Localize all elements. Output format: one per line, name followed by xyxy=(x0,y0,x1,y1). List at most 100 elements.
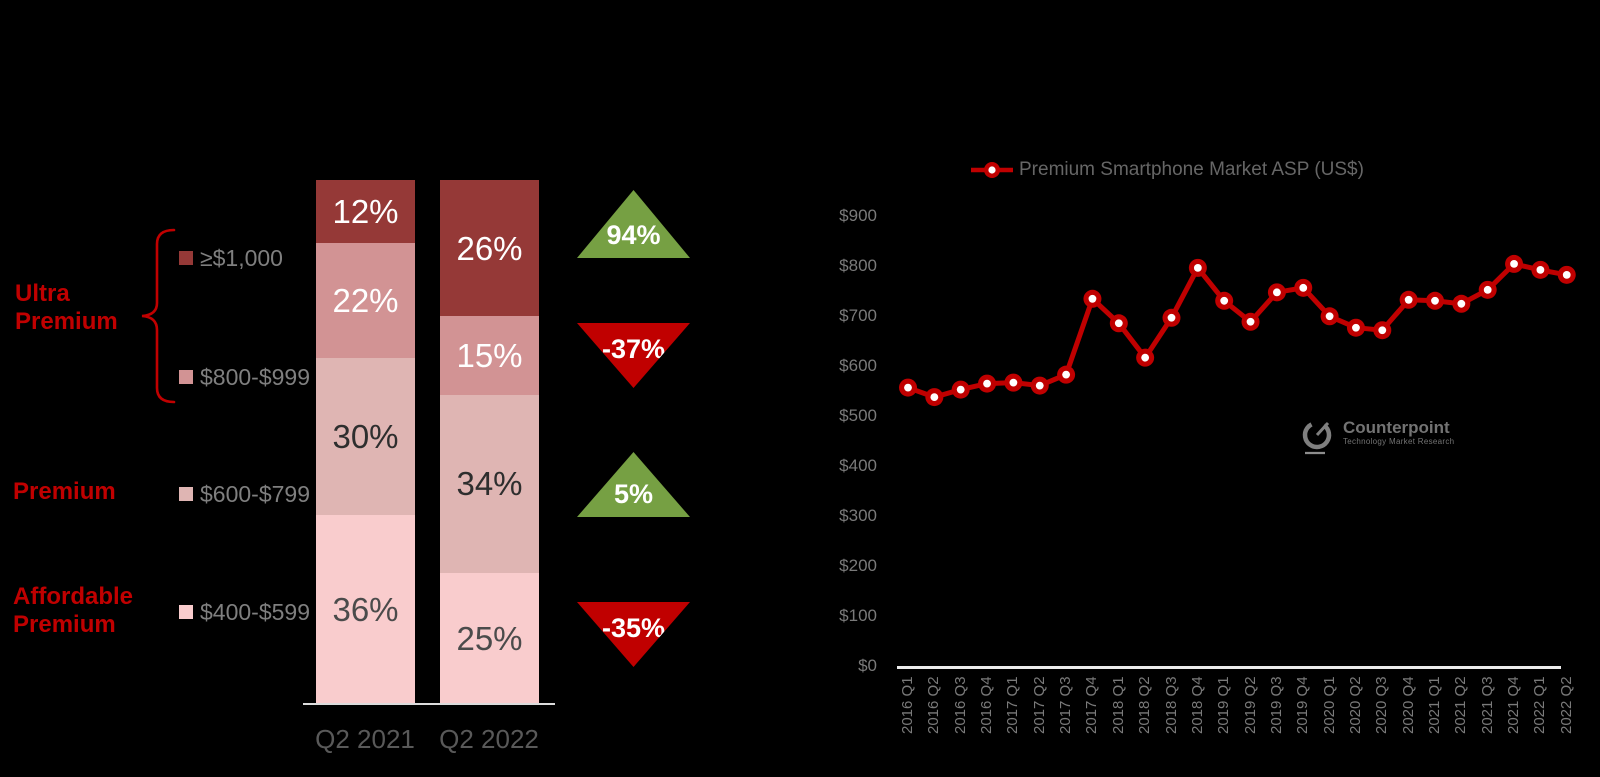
data-point-marker-center xyxy=(1193,263,1202,272)
data-point-marker-center xyxy=(1457,299,1466,308)
x-axis-tick-label: 2019 Q2 xyxy=(1241,676,1259,734)
right-x-axis-line xyxy=(897,666,1561,669)
bar-segment-value: 25% xyxy=(456,619,523,657)
data-point-marker-center xyxy=(1009,378,1018,387)
legend-item-1: ≥$1,000 xyxy=(179,245,283,271)
data-point-marker-center xyxy=(1220,296,1229,305)
data-point-marker-center xyxy=(956,385,965,394)
y-axis-tick-label: $700 xyxy=(839,306,877,326)
bar-segment: 15% xyxy=(440,316,539,395)
bar-segment: 30% xyxy=(316,358,415,516)
data-point-marker-center xyxy=(1035,381,1044,390)
bar-segment-value: 12% xyxy=(332,192,399,230)
x-axis-tick-label: 2017 Q3 xyxy=(1057,676,1075,734)
data-point-marker-center xyxy=(1562,270,1571,279)
x-axis-tick-label: 2021 Q2 xyxy=(1452,676,1470,734)
growth-triangle-up: 94% xyxy=(577,190,690,258)
bar-segment: 34% xyxy=(440,394,539,573)
stacked-bar-q2-2021: 12% 22% 30% 36% xyxy=(316,180,415,704)
data-point-marker-center xyxy=(1246,317,1255,326)
data-point-marker-center xyxy=(1141,353,1150,362)
x-axis-tick-label: 2021 Q3 xyxy=(1478,676,1496,734)
bar-segment: 22% xyxy=(316,242,415,359)
bar-segment: 25% xyxy=(440,572,539,704)
data-point-marker-center xyxy=(1404,295,1413,304)
x-axis-tick-label: 2020 Q2 xyxy=(1346,676,1364,734)
x-axis-tick-label: 2020 Q3 xyxy=(1373,676,1391,734)
y-axis-tick-label: $100 xyxy=(839,605,877,625)
bar-segment-value: 34% xyxy=(456,465,523,503)
data-point-marker-center xyxy=(1352,323,1360,332)
x-axis-tick-label: 2020 Q1 xyxy=(1320,676,1338,734)
data-point-marker-center xyxy=(983,379,991,388)
x-axis-tick-label: 2019 Q3 xyxy=(1267,676,1285,734)
legend-item-4: $400-$599 xyxy=(179,601,310,624)
legend-item-label: $600-$799 xyxy=(200,481,310,507)
growth-triangle-up: 5% xyxy=(577,452,690,517)
legend-swatch-icon xyxy=(179,605,193,619)
legend-item-3: $600-$799 xyxy=(179,481,310,507)
growth-triangle-value: -35% xyxy=(601,613,666,643)
x-axis-tick-label: 2016 Q1 xyxy=(899,676,916,734)
line-legend: Premium Smartphone Market ASP (US$) xyxy=(970,159,1364,181)
x-axis-tick-label: 2016 Q2 xyxy=(925,676,943,734)
group-label-premium: Premium xyxy=(13,478,116,505)
x-axis-tick-label: 2016 Q3 xyxy=(951,676,969,734)
x-axis-tick-label: 2017 Q1 xyxy=(1004,676,1022,734)
group-label-affordable-premium: Affordable Premium xyxy=(13,583,133,638)
ultra-premium-brace xyxy=(141,228,176,404)
y-axis-tick-label: $500 xyxy=(839,406,877,426)
data-point-marker-center xyxy=(1483,285,1492,294)
x-axis-tick-label: 2021 Q4 xyxy=(1505,676,1523,734)
counterpoint-watermark: Counterpoint Technology Market Research xyxy=(1300,418,1454,456)
legend-item-2: $800-$999 xyxy=(179,364,310,390)
legend-swatch-icon xyxy=(179,251,193,265)
legend-item-label: ≥$1,000 xyxy=(200,245,283,271)
left-axis-category-label: Q2 2021 xyxy=(315,724,415,754)
y-axis-tick-label: $0 xyxy=(858,655,877,675)
stacked-bar-q2-2022: 26% 15% 34% 25% xyxy=(440,180,539,704)
legend-item-label: $800-$999 xyxy=(200,364,310,390)
y-axis-tick-label: $600 xyxy=(839,356,877,376)
y-axis-tick-label: $800 xyxy=(839,256,877,276)
data-point-marker-center xyxy=(1299,283,1308,292)
data-point-marker-center xyxy=(1114,319,1123,328)
data-point-marker-center xyxy=(1536,265,1545,274)
data-point-marker-center xyxy=(1273,288,1281,297)
bar-segment: 36% xyxy=(316,515,415,704)
y-axis-tick-label: $200 xyxy=(839,555,877,575)
growth-triangle-value: 94% xyxy=(606,220,661,250)
data-point-marker-center xyxy=(1431,296,1439,305)
x-axis-tick-label: 2018 Q3 xyxy=(1162,676,1180,734)
left-x-axis-line xyxy=(303,703,555,705)
x-axis-tick-label: 2019 Q1 xyxy=(1215,676,1233,734)
asp-line-plot xyxy=(899,254,1576,407)
bar-segment: 26% xyxy=(440,180,539,317)
x-axis-tick-label: 2017 Q4 xyxy=(1083,676,1101,734)
growth-triangle-down: -37% xyxy=(577,323,690,388)
growth-triangle-value: 5% xyxy=(613,479,654,509)
x-axis-tick-label: 2018 Q1 xyxy=(1109,676,1127,734)
x-axis-tick-label: 2021 Q1 xyxy=(1426,676,1443,734)
y-axis-tick-label: $300 xyxy=(839,505,877,525)
x-axis-tick-label: 2018 Q2 xyxy=(1136,676,1154,734)
bar-segment-value: 26% xyxy=(456,229,523,267)
watermark-tagline: Technology Market Research xyxy=(1343,437,1455,446)
left-axis-category-label: Q2 2022 xyxy=(439,724,539,754)
line-legend-label: Premium Smartphone Market ASP (US$) xyxy=(1019,159,1364,180)
data-point-marker-center xyxy=(1325,312,1334,321)
y-axis-tick-label: $900 xyxy=(839,206,877,226)
legend-swatch-icon xyxy=(179,370,193,384)
counterpoint-logo-icon xyxy=(1302,420,1332,455)
x-axis-tick-label: 2016 Q4 xyxy=(978,676,996,734)
y-axis-tick-label: $400 xyxy=(839,455,877,475)
data-point-marker-center xyxy=(930,393,939,401)
bar-segment-value: 15% xyxy=(456,337,523,375)
watermark-name: Counterpoint xyxy=(1343,418,1450,437)
bar-segment-value: 36% xyxy=(332,591,399,629)
x-axis-tick-label: 2019 Q4 xyxy=(1294,676,1312,734)
x-axis-tick-label: 2022 Q2 xyxy=(1557,676,1575,734)
data-point-marker-center xyxy=(1510,259,1518,268)
line-legend-marker-icon xyxy=(971,162,1013,178)
data-point-marker-center xyxy=(904,383,912,392)
